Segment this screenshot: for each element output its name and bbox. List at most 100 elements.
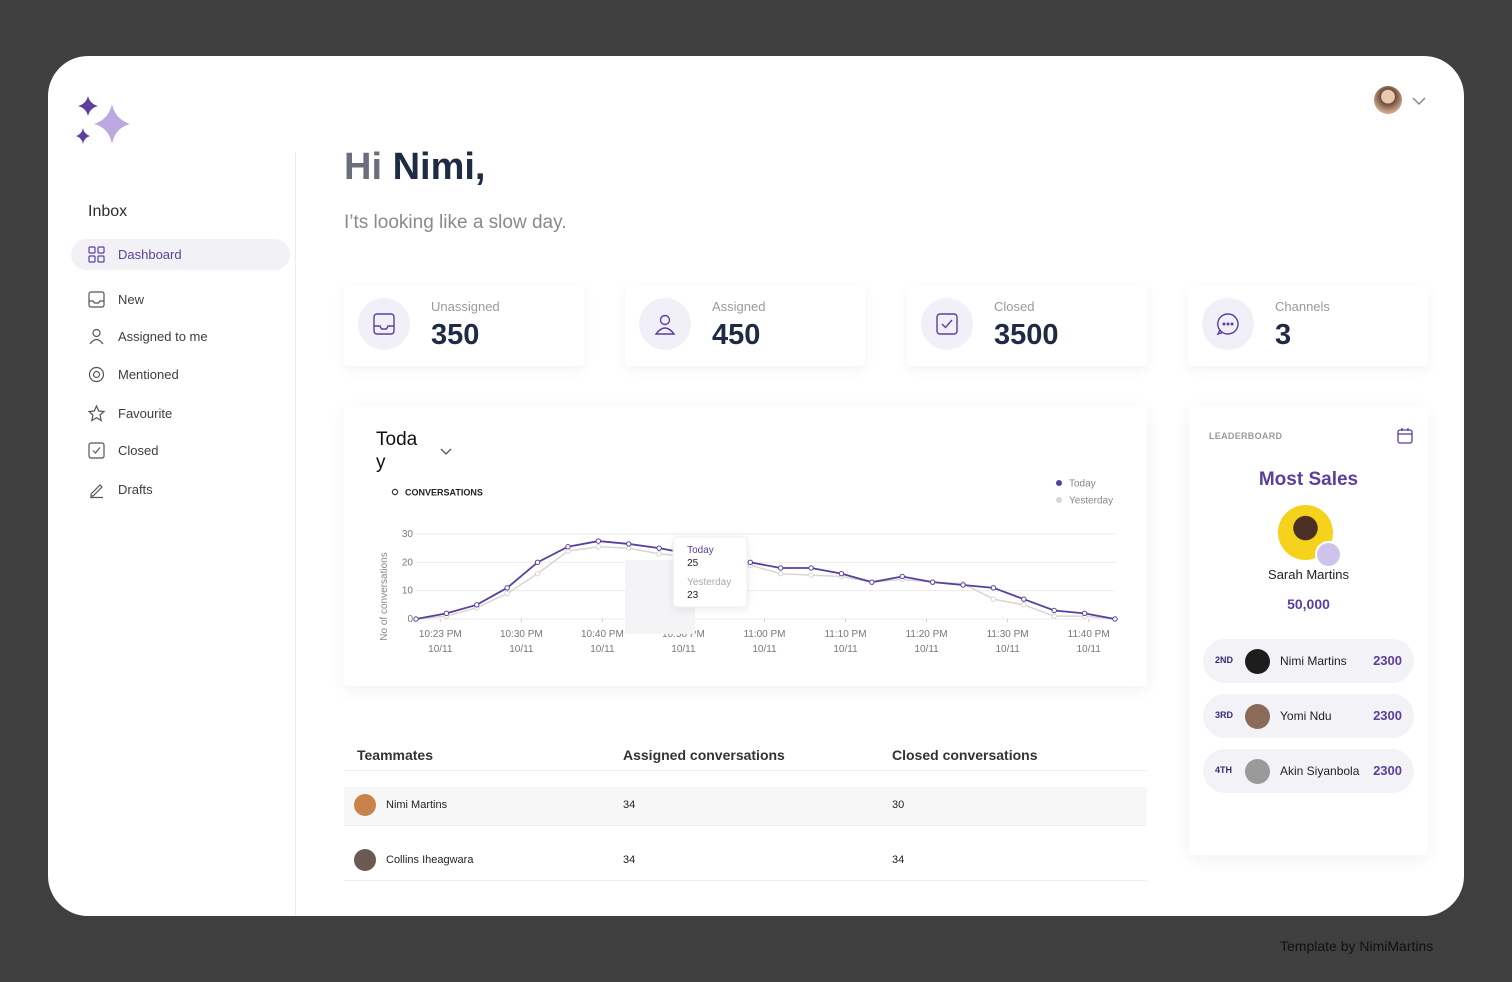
rank-row: 4TH Akin Siyanbola 2300 [1203,749,1414,793]
rank-position: 4TH [1215,765,1233,775]
nav-icon [90,483,103,498]
user-avatar[interactable] [1374,86,1402,114]
award-badge [1315,541,1342,568]
legend-dot [1056,497,1062,503]
row-avatar [354,794,376,816]
x-tick-date: 10/11 [752,644,777,655]
calendar-icon[interactable] [1396,427,1414,445]
data-point [1051,607,1057,614]
data-point [808,572,814,578]
tooltip [672,536,748,608]
stat-label: Closed [994,299,1035,314]
nav-label: Favourite [118,406,173,421]
data-point [534,559,541,566]
rank-row: 2ND Nimi Martins 2300 [1203,639,1414,683]
y-tick-label: 20 [402,557,414,568]
rank-name: Nimi Martins [1280,654,1347,668]
chart-subtitle: CONVERSATIONS [405,488,483,498]
table-cell: Nimi Martins [386,799,448,811]
nav-label: Dashboard [118,247,182,262]
nav-item[interactable]: Drafts [71,474,290,505]
rank-value: 2300 [1373,763,1402,778]
table-header: Assigned conversations [623,747,785,763]
data-point [626,541,632,547]
stat-label: Assigned [712,299,766,314]
greeting-name: Nimi, [392,146,486,188]
stat-value: 450 [712,319,761,351]
data-point [777,565,784,571]
stat-card: Assigned 450 [625,285,865,366]
stat-label: Unassigned [431,299,500,314]
nav-item[interactable]: New [71,284,290,315]
data-point [990,585,997,591]
x-tick-label: 10:40 PM [581,629,624,640]
rank-avatar [1245,704,1270,729]
stat-icon [358,298,410,350]
x-tick-label: 11:40 PM [1068,629,1110,640]
legend-label: Yesterday [1069,496,1113,507]
nav-item[interactable]: Dashboard [71,239,290,270]
user-menu-chevron[interactable] [1411,96,1427,106]
nav-label: Assigned to me [118,329,208,344]
stat-card: Unassigned 350 [344,285,584,366]
rank-value: 2300 [1373,653,1402,668]
x-tick-date: 10/11 [914,644,939,655]
rank-value: 2300 [1373,708,1402,723]
nav-label: Mentioned [118,367,179,382]
chart-title[interactable]: Today [376,429,418,473]
nav-icon [88,404,106,422]
nav-icon [89,328,104,344]
series-line [415,540,1116,620]
rank-avatar [1245,759,1270,784]
stat-card: Closed 3500 [907,285,1147,366]
rank-name: Akin Siyanbola [1280,764,1360,778]
line-chart: 0 10 20 30 10:23 PM 10/11 10:30 PM 10/11 10:40 P… [379,479,1118,655]
x-tick-date: 10/11 [509,644,534,655]
x-tick-label: 11:00 PM [743,629,785,640]
data-point [1051,613,1057,619]
x-tick-label: 10:50 PM [662,629,705,640]
stat-icon [1202,298,1254,350]
data-point [504,585,510,591]
rank-avatar [1245,649,1270,674]
data-point [626,545,632,551]
x-tick-date: 10/11 [833,644,858,655]
data-point [595,538,602,544]
top-value: 50,000 [1287,596,1330,612]
tooltip-series: Yesterday [687,577,731,588]
logo [76,96,130,144]
y-tick-label: 30 [402,529,414,540]
data-point [656,551,662,557]
nav-item[interactable]: Mentioned [71,359,290,390]
x-tick-date: 10/11 [671,644,696,655]
nav-icon [88,441,105,459]
nav-icon [88,245,105,263]
period-chevron[interactable] [439,447,453,457]
data-point [1021,596,1027,602]
greeting-hi: Hi [344,146,382,188]
data-point [990,596,997,602]
rank-row: 3RD Yomi Ndu 2300 [1203,694,1414,738]
stat-icon [921,298,973,350]
data-point [534,570,541,577]
x-tick-date: 10/11 [428,644,453,655]
greeting: Hi Nimi, [344,146,485,189]
x-tick-date: 10/11 [1077,644,1102,655]
top-name: Sarah Martins [1268,567,1349,582]
data-point [899,573,905,580]
x-tick-date: 10/11 [590,644,615,655]
y-tick-label: 10 [402,586,414,597]
nav-item[interactable]: Assigned to me [71,321,290,352]
stat-icon [639,298,691,350]
table-cell: Collins Iheagwara [386,854,474,866]
nav-item[interactable]: Favourite [71,398,290,429]
series-line [415,545,1116,620]
nav-item[interactable]: Closed [71,435,290,466]
legend-dot [1056,480,1062,486]
table-row [344,842,1147,881]
stat-value: 350 [431,319,480,351]
data-point [474,602,480,608]
data-point [960,582,966,588]
table-cell: 30 [892,799,905,811]
